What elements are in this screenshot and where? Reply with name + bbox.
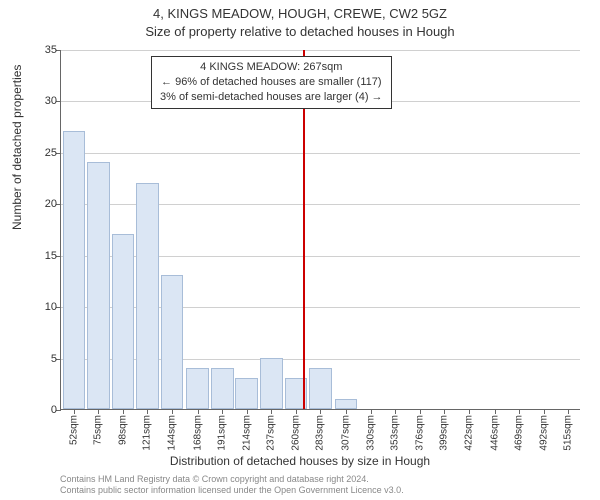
x-tick-mark (222, 409, 223, 414)
y-tick-label: 10 (45, 301, 57, 313)
x-tick-label: 283sqm (315, 415, 326, 451)
chart-title-address: 4, KINGS MEADOW, HOUGH, CREWE, CW2 5GZ (0, 6, 600, 21)
y-tick-label: 20 (45, 198, 57, 210)
histogram-bar (63, 131, 86, 409)
footer-attribution: Contains HM Land Registry data © Crown c… (60, 474, 404, 497)
grid-line (61, 50, 580, 51)
x-tick-mark (172, 409, 173, 414)
x-tick-label: 353sqm (390, 415, 401, 451)
x-tick-mark (320, 409, 321, 414)
footer-line1: Contains HM Land Registry data © Crown c… (60, 474, 404, 485)
y-tick-label: 35 (45, 44, 57, 56)
y-tick-label: 15 (45, 250, 57, 262)
chart-title-desc: Size of property relative to detached ho… (0, 24, 600, 39)
x-tick-label: 214sqm (241, 415, 252, 451)
marker-annotation: 4 KINGS MEADOW: 267sqm ← 96% of detached… (151, 56, 392, 109)
y-tick-label: 5 (51, 353, 57, 365)
histogram-bar (335, 399, 358, 409)
x-tick-label: 492sqm (538, 415, 549, 451)
histogram-bar (87, 162, 110, 409)
histogram-bar (161, 275, 184, 409)
annotation-line2: ← 96% of detached houses are smaller (11… (160, 75, 383, 90)
x-tick-label: 52sqm (68, 415, 79, 445)
histogram-bar (309, 368, 332, 409)
x-tick-label: 168sqm (192, 415, 203, 451)
x-tick-label: 75sqm (93, 415, 104, 445)
x-tick-mark (74, 409, 75, 414)
x-tick-mark (371, 409, 372, 414)
x-tick-mark (420, 409, 421, 414)
chart-container: 4, KINGS MEADOW, HOUGH, CREWE, CW2 5GZ S… (0, 0, 600, 500)
x-tick-mark (544, 409, 545, 414)
histogram-bar (235, 378, 258, 409)
x-tick-mark (469, 409, 470, 414)
x-axis-label: Distribution of detached houses by size … (0, 454, 600, 468)
x-tick-mark (296, 409, 297, 414)
grid-line (61, 153, 580, 154)
x-tick-label: 260sqm (290, 415, 301, 451)
x-tick-mark (495, 409, 496, 414)
x-tick-label: 446sqm (489, 415, 500, 451)
x-tick-mark (123, 409, 124, 414)
x-tick-label: 376sqm (414, 415, 425, 451)
y-tick-label: 25 (45, 147, 57, 159)
histogram-bar (211, 368, 234, 409)
y-tick-label: 0 (51, 404, 57, 416)
x-tick-mark (519, 409, 520, 414)
x-tick-mark (198, 409, 199, 414)
x-tick-label: 330sqm (365, 415, 376, 451)
histogram-bar (186, 368, 209, 409)
x-tick-mark (444, 409, 445, 414)
x-tick-mark (147, 409, 148, 414)
x-tick-mark (98, 409, 99, 414)
x-tick-label: 144sqm (167, 415, 178, 451)
x-tick-label: 515sqm (563, 415, 574, 451)
x-tick-label: 307sqm (341, 415, 352, 451)
x-tick-mark (271, 409, 272, 414)
histogram-bar (260, 358, 283, 409)
y-tick-label: 30 (45, 95, 57, 107)
x-tick-label: 237sqm (266, 415, 277, 451)
histogram-bar (136, 183, 159, 409)
histogram-bar (112, 234, 135, 409)
annotation-line1: 4 KINGS MEADOW: 267sqm (160, 60, 383, 75)
footer-line2: Contains public sector information licen… (60, 485, 404, 496)
x-tick-mark (395, 409, 396, 414)
x-tick-label: 422sqm (463, 415, 474, 451)
x-tick-mark (247, 409, 248, 414)
x-tick-label: 469sqm (514, 415, 525, 451)
plot-area: 0510152025303552sqm75sqm98sqm121sqm144sq… (60, 50, 580, 410)
x-tick-label: 399sqm (439, 415, 450, 451)
x-tick-label: 98sqm (117, 415, 128, 445)
x-tick-label: 191sqm (217, 415, 228, 451)
y-axis-label: Number of detached properties (10, 65, 24, 230)
x-tick-mark (568, 409, 569, 414)
x-tick-label: 121sqm (142, 415, 153, 451)
x-tick-mark (346, 409, 347, 414)
annotation-line3: 3% of semi-detached houses are larger (4… (160, 90, 383, 105)
